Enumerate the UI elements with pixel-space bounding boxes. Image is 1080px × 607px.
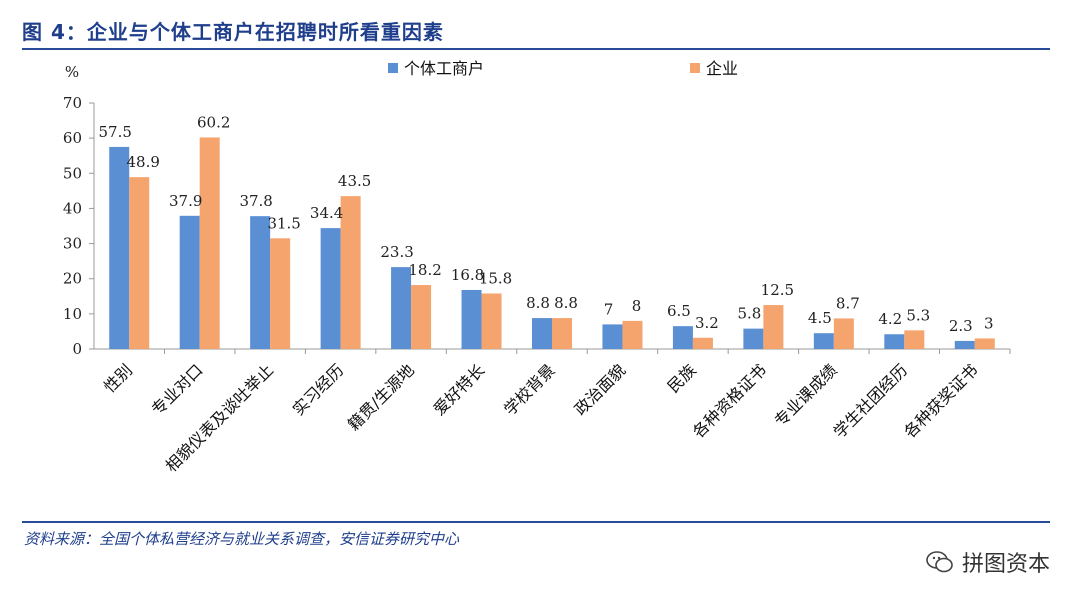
data-label: 8	[632, 297, 642, 315]
data-label: 3	[984, 314, 994, 332]
y-tick-label: 10	[63, 305, 82, 323]
data-label: 60.2	[197, 113, 230, 131]
data-label: 4.5	[808, 309, 832, 327]
category-label: 专业课成绩	[771, 360, 841, 430]
data-label: 34.4	[310, 204, 343, 222]
category-label: 学生社团经历	[830, 360, 911, 441]
bar-qiye	[692, 337, 713, 349]
data-label: 4.2	[878, 310, 902, 328]
category-label: 爱好特长	[430, 360, 489, 419]
data-label: 37.8	[239, 192, 272, 210]
bar-qiye	[340, 196, 361, 349]
bar-getihu	[391, 267, 412, 349]
y-tick-label: 50	[63, 164, 82, 182]
chart-axes: 0 10 20 30 40 50 60 70%	[63, 63, 1011, 358]
category-label: 各种获奖证书	[900, 360, 981, 441]
bar-getihu	[954, 340, 975, 349]
bar-qiye	[904, 330, 925, 349]
data-label: 8.8	[526, 294, 550, 312]
data-label: 6.5	[667, 302, 691, 320]
bar-getihu	[743, 328, 764, 349]
wechat-icon	[926, 551, 953, 573]
data-label: 8.8	[554, 294, 578, 312]
legend-label: 个体工商户	[404, 59, 484, 78]
category-label: 民族	[664, 360, 700, 396]
source-rule	[22, 521, 1050, 523]
data-label: 8.7	[836, 294, 860, 312]
data-label: 37.9	[169, 192, 202, 210]
y-tick-label: 40	[63, 199, 82, 217]
bar-qiye	[481, 293, 502, 349]
legend-swatch	[690, 63, 700, 73]
bar-getihu	[109, 146, 130, 349]
bar-qiye	[552, 318, 572, 349]
title-rule	[22, 48, 1050, 50]
watermark: 拼图资本	[926, 546, 1050, 578]
bar-qiye	[974, 338, 995, 349]
y-tick-label: 20	[63, 270, 82, 288]
bar-getihu	[179, 215, 200, 349]
data-label: 2.3	[949, 317, 973, 335]
chart-bars	[109, 137, 995, 349]
data-label: 3.2	[695, 314, 719, 332]
y-tick-label: 70	[63, 94, 82, 112]
bar-qiye	[763, 305, 784, 349]
bar-qiye	[129, 177, 150, 349]
category-label: 学校背景	[500, 360, 559, 419]
y-tick-label: 30	[63, 235, 82, 253]
data-label: 5.3	[906, 306, 930, 324]
data-label: 31.5	[267, 214, 300, 232]
category-label: 实习经历	[289, 360, 348, 419]
data-label: 43.5	[338, 172, 371, 190]
bar-getihu	[672, 326, 693, 349]
bar-getihu	[250, 216, 271, 349]
bar-qiye	[622, 320, 643, 349]
bar-getihu	[602, 324, 623, 349]
data-label: 23.3	[380, 243, 413, 261]
bar-getihu	[461, 289, 482, 349]
category-label: 专业对口	[148, 360, 207, 419]
chart-legend: 个体工商户 企业	[388, 59, 738, 78]
watermark-text: 拼图资本	[961, 552, 1050, 577]
legend-swatch	[388, 63, 398, 73]
bar-getihu	[813, 333, 834, 349]
y-tick-label: 60	[63, 129, 82, 147]
category-label: 籍贯/生源地	[344, 360, 418, 434]
bar-qiye	[411, 285, 432, 349]
bar-getihu	[320, 228, 341, 349]
data-label: 7	[604, 300, 614, 318]
data-label: 18.2	[408, 261, 441, 279]
y-tick-label: 0	[72, 340, 82, 358]
data-label: 57.5	[99, 123, 132, 141]
bar-getihu	[532, 318, 552, 349]
bar-chart: 0 10 20 30 40 50 60 70% 57.5 48.9 37.9 60.2 37.8 31.…	[63, 59, 1011, 476]
source-note: 资料来源：全国个体私营经济与就业关系调查，安信证券研究中心	[24, 530, 460, 548]
figure-title: 图 4：企业与个体工商户在招聘时所看重因素	[22, 20, 444, 44]
bar-qiye	[199, 137, 220, 349]
bar-qiye	[833, 318, 854, 349]
y-axis-label: %	[65, 63, 79, 81]
data-label: 48.9	[127, 153, 160, 171]
chart-data-labels: 57.5 48.9 37.9 60.2 37.8 31.5 34.4 43.5 23.318.2…	[99, 113, 994, 334]
category-label: 性别	[100, 360, 136, 396]
data-label: 15.8	[479, 269, 512, 287]
bar-getihu	[884, 334, 905, 349]
bar-qiye	[270, 238, 291, 349]
data-label: 5.8	[737, 305, 761, 323]
legend-label: 企业	[706, 59, 738, 78]
data-label: 16.8	[451, 266, 484, 284]
category-label: 各种资格证书	[689, 360, 770, 441]
data-label: 12.5	[761, 281, 794, 299]
category-label: 政治面貌	[571, 360, 630, 419]
